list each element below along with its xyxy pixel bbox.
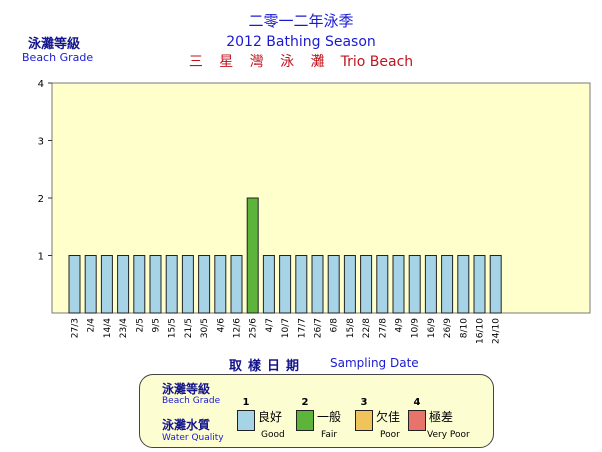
x-tick-label: 2/4: [87, 318, 97, 333]
x-tick-label: 12/6: [233, 318, 243, 338]
legend-quality-cn: 欠佳: [376, 410, 401, 424]
bar-16-9: [424, 255, 437, 314]
x-axis-label-en: Sampling Date: [330, 356, 419, 370]
bar-15-8: [343, 255, 356, 314]
beach-name-en: Trio Beach: [340, 54, 414, 70]
legend-quality-label-en: Water Quality: [162, 433, 224, 443]
bar-24-10: [489, 255, 502, 314]
bar-14-4: [100, 255, 113, 314]
chart-title-en: 2012 Bathing Season: [226, 34, 376, 50]
legend-quality-cn: 極差: [429, 410, 454, 424]
x-tick-label: 10/7: [281, 318, 291, 338]
bar-6-8: [327, 255, 340, 314]
x-tick-label: 17/7: [297, 318, 307, 338]
x-tick-label: 24/10: [492, 318, 502, 344]
y-tick-label: 4: [38, 79, 44, 90]
x-tick-label: 16/10: [476, 318, 486, 344]
x-tick-label: 15/8: [346, 318, 356, 338]
legend-quality-en: Very Poor: [427, 430, 470, 440]
x-tick-label: 25/6: [249, 318, 259, 338]
bar-16-10: [473, 255, 486, 314]
legend-box: 泳灘等級 Beach Grade 泳灘水質 Water Quality 1 良好…: [139, 374, 494, 448]
legend-grade-number: 3: [360, 397, 368, 408]
legend-swatch-poor: [355, 410, 373, 431]
bar-8-10: [457, 255, 470, 314]
legend-item-poor: 3 欠佳 Poor: [355, 375, 435, 447]
bar-21-5: [181, 255, 194, 314]
legend-quality-cn: 良好: [258, 410, 283, 424]
x-tick-label: 26/9: [443, 318, 453, 338]
legend-swatch-good: [237, 410, 255, 431]
x-tick-label: 6/8: [330, 318, 340, 333]
bar-4-7: [262, 255, 275, 314]
legend-item-very-poor: 4 極差 Very Poor: [408, 375, 488, 447]
legend-swatch-very-poor: [408, 410, 426, 431]
y-axis-label-en: Beach Grade: [22, 51, 94, 64]
legend-grade-number: 4: [413, 397, 421, 408]
bar-26-7: [311, 255, 324, 314]
bar-4-6: [214, 255, 227, 314]
bar-2-4: [84, 255, 97, 314]
bar-17-7: [295, 255, 308, 314]
legend-item-fair: 2 一般 Fair: [296, 375, 376, 447]
bar-25-6: [246, 197, 259, 314]
legend-quality-en: Fair: [321, 430, 338, 440]
bar-23-4: [117, 255, 130, 314]
x-tick-label: 4/7: [265, 318, 275, 332]
x-tick-label: 15/5: [168, 318, 178, 338]
bar-10-9: [408, 255, 421, 314]
bar-26-9: [441, 255, 454, 314]
x-tick-label: 9/5: [152, 318, 162, 332]
x-tick-label: 4/6: [216, 318, 226, 333]
y-tick-label: 1: [38, 252, 44, 263]
legend-swatch-fair: [296, 410, 314, 431]
bar-12-6: [230, 255, 243, 314]
bar-27-8: [376, 255, 389, 314]
x-tick-label: 2/5: [135, 318, 145, 332]
x-tick-label: 22/8: [362, 318, 372, 338]
x-tick-label: 23/4: [119, 318, 129, 338]
chart-title-cn: 二零一二年泳季: [248, 12, 354, 30]
y-tick-label: 2: [38, 194, 44, 205]
x-tick-label: 14/4: [103, 318, 113, 338]
beach-name-cn: 三 星 灣 泳 灘: [188, 54, 331, 70]
legend-quality-en: Good: [261, 430, 285, 440]
legend-quality-en: Poor: [380, 430, 400, 440]
x-tick-label: 4/9: [395, 318, 405, 333]
bar-15-5: [165, 255, 178, 314]
y-tick-label: 3: [38, 137, 44, 148]
bar-30-5: [198, 255, 211, 314]
bar-2-5: [133, 255, 146, 314]
x-axis-label-cn: 取樣日期: [229, 359, 306, 374]
bar-27-3: [68, 255, 81, 314]
x-tick-label: 27/8: [378, 318, 388, 338]
y-axis-label-cn: 泳灘等級: [28, 37, 81, 52]
legend-grade-label-en: Beach Grade: [162, 396, 221, 406]
x-tick-label: 30/5: [200, 318, 210, 338]
x-tick-label: 21/5: [184, 318, 194, 338]
bar-4-9: [392, 255, 405, 314]
beach-name: 三 星 灣 泳 灘 Trio Beach: [0, 51, 602, 71]
bar-10-7: [279, 255, 292, 314]
bar-9-5: [149, 255, 162, 314]
legend-quality-cn: 一般: [317, 410, 342, 424]
bar-22-8: [360, 255, 373, 314]
legend-quality-label-cn: 泳灘水質: [162, 418, 211, 432]
legend-item-good: 1 良好 Good: [237, 375, 317, 447]
legend-grade-number: 2: [301, 397, 309, 408]
x-tick-label: 16/9: [427, 318, 437, 338]
x-tick-label: 26/7: [314, 318, 324, 338]
legend-grade-number: 1: [242, 397, 250, 408]
x-tick-label: 27/3: [71, 318, 81, 338]
x-tick-label: 10/9: [411, 318, 421, 338]
bar-chart: 1 2 3 4 27/3 2/4 14/4 23/4 2/5 9/5 15/5 21/5 30/5 4/6…: [38, 79, 591, 344]
legend-grade-label-cn: 泳灘等級: [162, 382, 211, 396]
x-tick-label: 8/10: [459, 318, 469, 338]
